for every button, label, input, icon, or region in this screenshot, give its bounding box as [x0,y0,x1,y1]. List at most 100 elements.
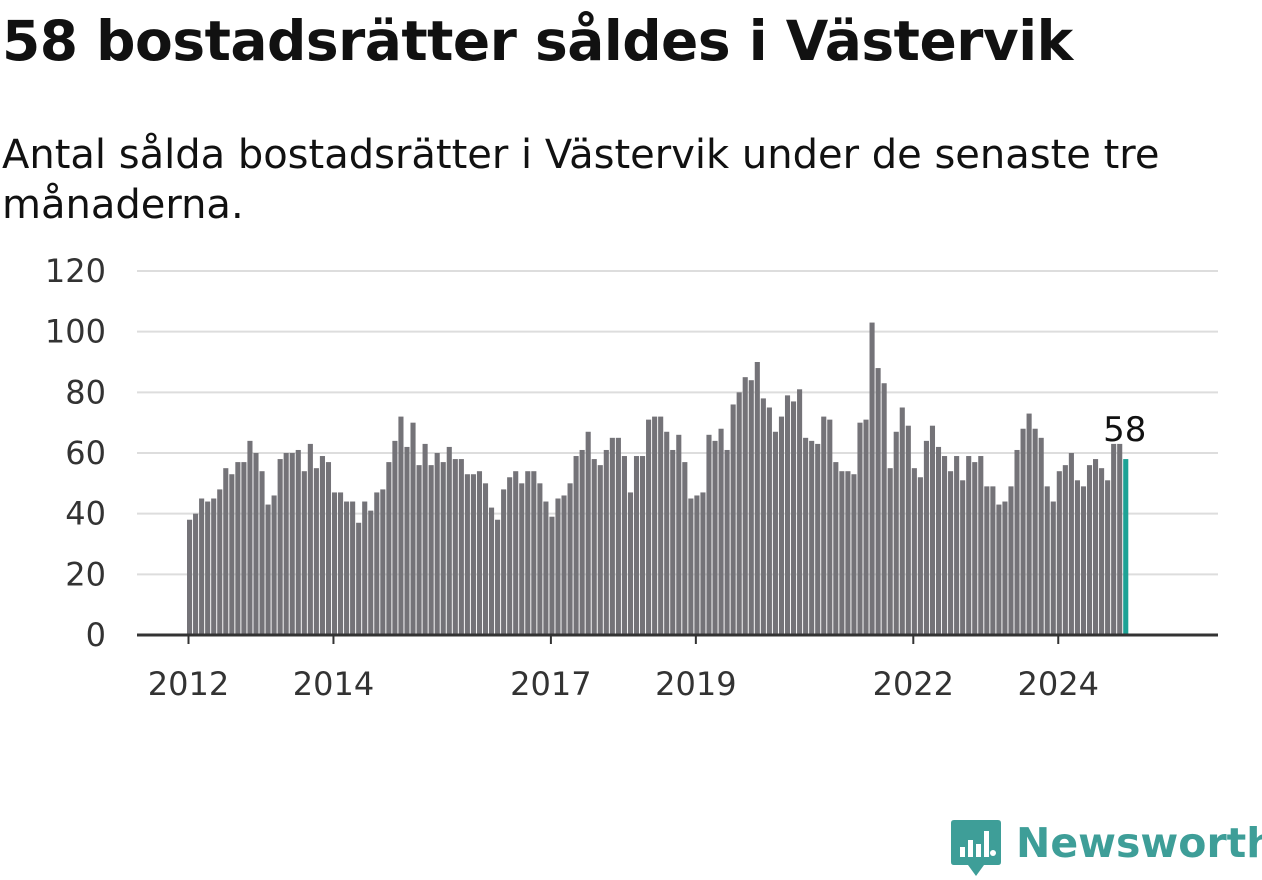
bar [1002,501,1008,635]
bar [283,453,289,635]
bar [603,449,609,635]
bar [972,462,978,635]
bar [917,477,923,635]
bar [821,416,827,635]
bar [827,419,833,635]
bar [470,474,476,635]
bar [676,434,682,635]
bar [609,437,615,635]
x-tick-label: 2019 [655,665,736,703]
bar [561,495,567,635]
bar [694,495,700,635]
bar [1056,471,1062,635]
newsworthy-logo: Newsworthy [950,818,1262,880]
bar [742,377,748,635]
x-tick-label: 2024 [1018,665,1099,703]
bar [537,483,543,635]
bar [923,440,929,635]
bar [289,453,295,635]
bar [464,474,470,635]
bar [851,474,857,635]
bar [380,489,386,635]
bar [664,431,670,635]
bar [368,510,374,635]
bar [845,471,851,635]
bar [670,449,676,635]
bar [942,456,948,635]
bar [319,456,325,635]
bar [760,398,766,635]
bar [476,471,483,635]
bar [404,446,410,635]
bar [658,416,664,635]
bar [984,486,990,635]
bar [525,471,531,635]
bar [585,431,591,635]
bar [573,456,579,635]
bar [688,498,694,635]
bar [1062,465,1068,635]
bar [187,519,193,635]
bar [803,437,809,635]
bar [507,477,513,635]
y-tick-label: 120 [45,252,106,290]
bar [736,392,742,635]
bar [797,389,803,635]
bar [857,422,863,635]
bar [911,468,917,635]
bar [954,456,960,635]
bar [839,471,845,635]
bar [229,474,235,635]
bar [1074,480,1080,635]
bar [422,443,428,635]
bar [428,465,434,635]
bar [356,522,362,635]
bar [990,486,996,635]
bar [833,462,839,635]
bar [446,446,452,635]
bar [313,468,319,635]
bar [887,468,893,635]
bar [1014,449,1020,635]
newsworthy-logo-text: Newsworthy [1016,819,1262,867]
bar [392,440,398,635]
bar [1038,437,1044,635]
bar [724,449,730,635]
bar [948,471,954,635]
y-tick-label: 20 [65,555,106,593]
bar [682,462,688,635]
bar [1008,486,1014,635]
bar [398,416,404,635]
bar [489,507,495,635]
bar [205,501,211,635]
bar [809,440,815,635]
bar [253,453,259,635]
bar [881,383,887,635]
y-tick-label: 60 [65,434,106,472]
bar [766,407,772,635]
bar [513,471,519,635]
bar [217,489,223,635]
y-tick-label: 100 [45,313,106,351]
bar [748,380,754,635]
bar [646,419,652,635]
bar [350,501,356,635]
bar [863,419,869,635]
bar [549,516,555,635]
bar [1026,413,1032,635]
x-tick-label: 2012 [148,665,229,703]
bar [591,459,597,635]
bar [271,495,277,635]
bar [362,501,368,635]
bar [495,519,501,635]
bar [1099,468,1105,635]
bar [1050,501,1056,635]
bar [1105,480,1111,635]
bar [519,483,525,635]
bar [815,443,821,635]
bar [452,459,458,635]
bar [1068,453,1074,635]
bar [410,422,416,635]
bar [615,437,621,635]
newsworthy-logo-icon [951,820,1001,876]
